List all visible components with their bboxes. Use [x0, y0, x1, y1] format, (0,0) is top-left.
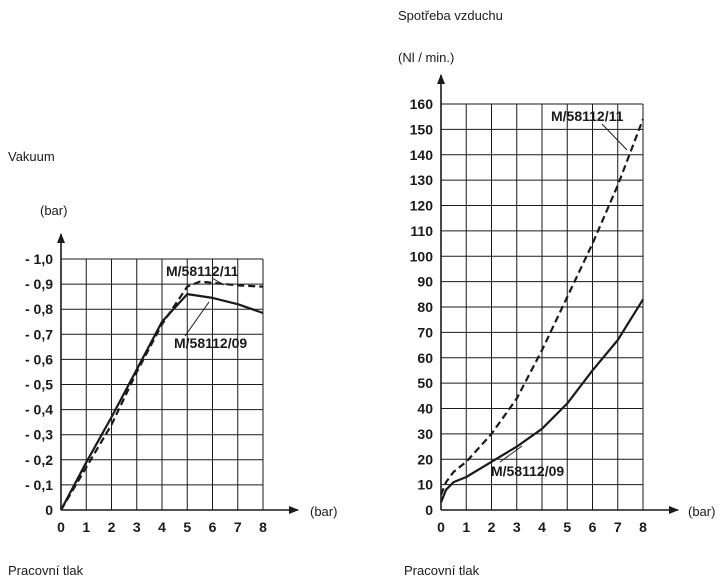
air-ylabel: Spotřeba vzduchu: [398, 8, 503, 23]
air-label-11: M/58112/11: [551, 108, 624, 124]
air-y-tick-label: 70: [417, 324, 433, 340]
air-x-tick-label: 0: [437, 519, 445, 535]
vacuum-grid: [61, 258, 264, 510]
vacuum-y-tick-label: - 0,8: [25, 301, 53, 317]
air-y-tick-label: 30: [417, 426, 433, 442]
vacuum-series-line-11: [60, 280, 264, 511]
air-x-tick-label: 7: [614, 519, 622, 535]
air-yunit: (Nl / min.): [398, 50, 454, 65]
air-y-tick-label: 20: [417, 451, 433, 467]
vacuum-y-tick-label: - 0,6: [25, 351, 53, 367]
air-x-tick-label: 2: [488, 519, 496, 535]
vacuum-x-tick-label: 2: [108, 519, 116, 535]
air-consumption-chart: Spotřeba vzduchu (Nl / min.) Pracovní tl…: [398, 8, 715, 578]
vacuum-label-09: M/58112/09: [174, 335, 247, 351]
vacuum-y-tick-label: - 0,9: [25, 276, 53, 292]
air-y-tick-label: 90: [417, 274, 433, 290]
air-series: [439, 118, 645, 503]
air-series-line-11: [439, 118, 645, 496]
vacuum-x-tick-label: 0: [57, 519, 65, 535]
air-label-09: M/58112/09: [491, 463, 564, 479]
air-y-tick-label: 80: [417, 299, 433, 315]
air-y-tick-label: 140: [410, 147, 434, 163]
vacuum-x-tick-label: 3: [133, 519, 141, 535]
vacuum-x-tick-label: 8: [259, 519, 267, 535]
vacuum-leader-11: [211, 277, 225, 286]
air-x-tick-label: 4: [538, 519, 546, 535]
vacuum-axes: [57, 233, 299, 514]
air-leader-11: [601, 123, 628, 151]
air-y-tick-label: 60: [417, 350, 433, 366]
vacuum-series-labels: M/58112/11 M/58112/09: [166, 263, 247, 351]
vacuum-xunit: (bar): [310, 504, 337, 519]
air-x-tick-label: 8: [639, 519, 647, 535]
air-y-tick-label: 160: [410, 96, 434, 112]
air-xlabel: Pracovní tlak: [404, 563, 480, 578]
air-y-tick-label: 0: [425, 502, 433, 518]
vacuum-y-tick-label: - 1,0: [25, 251, 53, 267]
air-y-tick-label: 110: [410, 223, 433, 239]
air-grid: [441, 103, 644, 510]
air-x-tick-label: 5: [563, 519, 571, 535]
vacuum-chart: Vakuum (bar) Pracovní tlak (bar) 0 1 2 3 4 5 6…: [8, 149, 337, 578]
air-y-tick-label: 130: [410, 172, 434, 188]
vacuum-y-tick-label: - 0,5: [25, 377, 53, 393]
air-x-tick-label: 1: [462, 519, 470, 535]
air-y-tick-label: 10: [417, 477, 433, 493]
air-axes: [437, 74, 679, 514]
vacuum-x-tick-label: 1: [82, 519, 90, 535]
air-y-tick-label: 100: [410, 248, 434, 264]
vacuum-leader-09: [184, 301, 210, 337]
vacuum-label-11: M/58112/11: [166, 263, 239, 279]
vacuum-y-tick-label: - 0,2: [25, 452, 53, 468]
vacuum-ylabel: Vakuum: [8, 149, 55, 164]
vacuum-x-tick-label: 7: [234, 519, 242, 535]
air-y-tick-label: 50: [417, 375, 433, 391]
air-series-line-09: [439, 298, 644, 503]
vacuum-x-tick-label: 5: [183, 519, 191, 535]
vacuum-xlabel: Pracovní tlak: [8, 563, 84, 578]
vacuum-y-tick-label: - 0,1: [25, 477, 53, 493]
air-xunit: (bar): [688, 504, 715, 519]
vacuum-x-tick-label: 6: [209, 519, 217, 535]
air-series-labels: M/58112/11 M/58112/09: [491, 108, 628, 479]
vacuum-tick-labels: 0 1 2 3 4 5 6 7 8 0 - 0,1 - 0,2 - 0,3 - 0,4 - 0,5 - 0,6…: [25, 251, 267, 535]
air-y-tick-label: 150: [410, 121, 434, 137]
air-x-tick-label: 3: [513, 519, 521, 535]
air-tick-labels: 0 1 2 3 4 5 6 7 80102030405060708090100110120130…: [410, 96, 647, 535]
vacuum-y-tick-label: - 0,3: [25, 427, 53, 443]
vacuum-y-tick-label: - 0,7: [25, 326, 53, 342]
vacuum-series: [60, 280, 264, 511]
vacuum-y-tick-label: - 0,4: [25, 402, 53, 418]
vacuum-yunit: (bar): [40, 203, 67, 218]
air-y-tick-label: 120: [410, 198, 434, 214]
vacuum-series-line-09: [60, 293, 264, 511]
air-y-tick-label: 40: [417, 401, 433, 417]
air-x-tick-label: 6: [589, 519, 597, 535]
air-leader-09: [499, 445, 523, 463]
vacuum-y-tick-label: 0: [45, 502, 53, 518]
vacuum-x-tick-label: 4: [158, 519, 166, 535]
